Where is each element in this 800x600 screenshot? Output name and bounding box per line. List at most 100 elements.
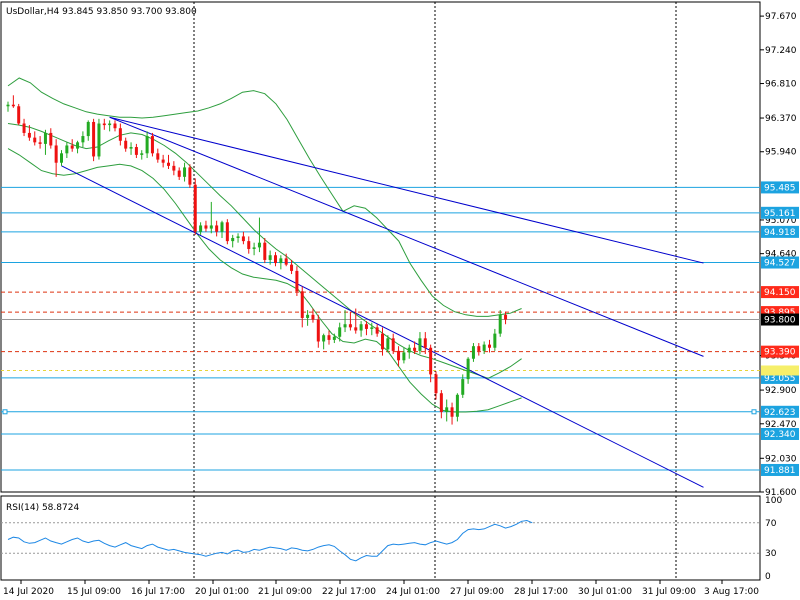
level-tag <box>761 463 799 476</box>
level-tags: 95.485 95.161 94.918 94.527 94.150 93.89593.8… <box>761 181 799 476</box>
candle-body <box>327 335 331 340</box>
candle-body <box>54 145 58 163</box>
candle-body <box>65 145 69 154</box>
candle-body <box>252 247 256 249</box>
candle-body <box>129 147 133 149</box>
candle-body <box>402 352 406 361</box>
time-axis: 14 Jul 2020 15 Jul 09:00 16 Jul 17:00 20 Ju… <box>3 580 759 597</box>
level-tag-label: 95.161 <box>764 209 796 219</box>
time-tick-label: 27 Jul 09:00 <box>450 587 504 597</box>
yellow-level-tag <box>761 365 799 376</box>
candle-body <box>118 128 122 141</box>
level-tag <box>761 286 799 299</box>
time-tick-label: 14 Jul 2020 <box>3 587 54 597</box>
price-tick-label: 94.640 <box>765 250 797 260</box>
candle-body <box>43 132 47 144</box>
level-tag-label: 93.390 <box>764 348 796 358</box>
candle-body <box>231 237 235 242</box>
candle-body <box>354 327 358 331</box>
candle-body <box>263 242 267 260</box>
candle-body <box>199 225 203 232</box>
candle-body <box>338 327 342 337</box>
candle-body <box>6 104 10 107</box>
candle-body <box>33 137 37 143</box>
price-tick-label: 92.470 <box>765 420 797 430</box>
candle-body <box>322 335 326 342</box>
candle-body <box>17 106 21 124</box>
time-tick-label: 28 Jul 17:00 <box>514 587 568 597</box>
candle-body <box>209 225 213 229</box>
candle-body <box>429 347 433 375</box>
level-tag-label: 92.340 <box>764 430 796 440</box>
candle-body <box>172 165 176 171</box>
price-tick-label: 92.030 <box>765 454 797 464</box>
candle-body <box>504 314 508 320</box>
candle-body <box>60 153 63 163</box>
candle-body <box>348 324 352 328</box>
candle-body <box>498 314 502 334</box>
candle-body <box>439 393 443 413</box>
candle-body <box>156 153 160 160</box>
level-tag-label: 92.623 <box>764 408 796 418</box>
level-tag <box>761 206 799 219</box>
time-tick-label: 31 Jul 09:00 <box>642 587 696 597</box>
candle-body <box>81 136 85 143</box>
candle-body <box>86 121 90 137</box>
candle-body <box>386 338 390 350</box>
candle-body <box>397 350 401 361</box>
price-tick-label: 96.370 <box>765 114 797 124</box>
candle-body <box>92 121 96 157</box>
candle-body <box>370 327 374 329</box>
level-tag <box>761 313 799 326</box>
candle-body <box>161 159 165 163</box>
rsi-tick-label: 30 <box>765 549 777 559</box>
candle-body <box>332 336 336 340</box>
price-tick-label: 96.810 <box>765 80 797 90</box>
trendline <box>109 116 704 264</box>
candle-body <box>140 153 144 155</box>
candle-body <box>316 319 320 342</box>
candle-body <box>407 347 411 353</box>
level-handle <box>2 409 8 415</box>
rsi-tick-label: 100 <box>765 496 782 506</box>
candle-body <box>375 327 379 334</box>
candle-body <box>423 338 427 348</box>
candle-body <box>108 123 112 126</box>
price-tick-label: 95.940 <box>765 148 797 158</box>
time-tick-label: 30 Jul 01:00 <box>578 587 632 597</box>
candle-body <box>364 324 368 329</box>
level-tag <box>761 405 799 418</box>
candle-body <box>311 314 315 320</box>
level-tag <box>761 181 799 194</box>
candle-body <box>220 222 224 232</box>
time-separators <box>193 2 677 580</box>
horizontal-levels <box>1 186 760 471</box>
candle-body <box>183 167 187 177</box>
candle-body <box>102 123 106 126</box>
candle-body <box>450 407 454 417</box>
candle-body <box>461 379 465 395</box>
level-tag <box>761 256 799 269</box>
candle-body <box>290 264 294 271</box>
time-tick-label: 21 Jul 09:00 <box>258 587 312 597</box>
time-tick-label: 22 Jul 17:00 <box>322 587 376 597</box>
candle-body <box>236 236 240 238</box>
candle-body <box>49 132 53 146</box>
candle-body <box>493 333 497 348</box>
level-tag-label: 94.150 <box>764 288 796 298</box>
level-tag-label: 93.055 <box>764 374 796 384</box>
candle-body <box>343 324 347 328</box>
chart-header: UsDollar,H4 93.845 93.850 93.700 93.800 <box>6 7 197 17</box>
rsi-panel-frame <box>0 495 761 581</box>
level-tag <box>761 225 799 238</box>
candle-body <box>482 344 486 351</box>
level-tag <box>761 427 799 440</box>
candle-body <box>134 147 138 155</box>
time-tick-label: 24 Jul 01:00 <box>386 587 440 597</box>
candle-body <box>295 270 299 292</box>
time-tick-label: 20 Jul 01:00 <box>195 587 249 597</box>
time-tick-label: 16 Jul 17:00 <box>131 587 185 597</box>
candle-body <box>381 333 384 350</box>
candle-body <box>284 258 288 265</box>
candle-body <box>268 255 272 260</box>
